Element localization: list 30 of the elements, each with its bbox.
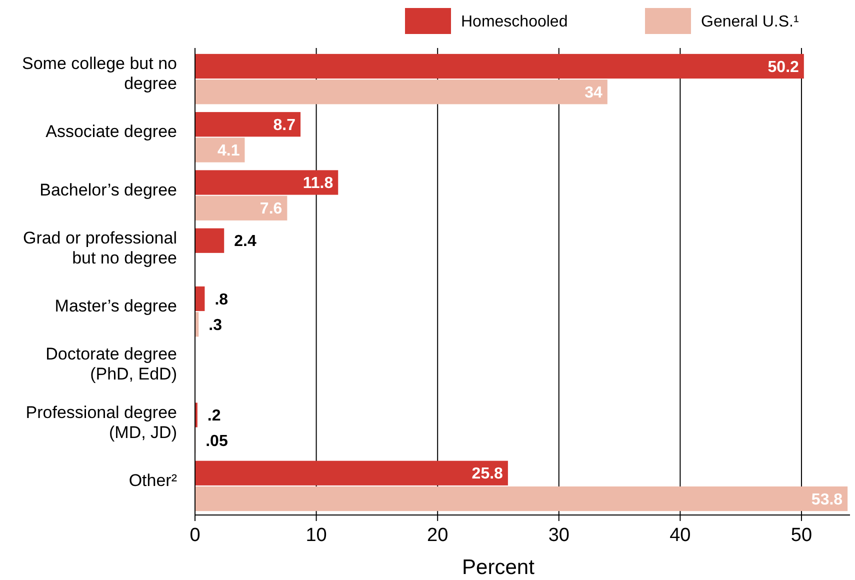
x-tick-label: 0 bbox=[190, 525, 200, 546]
y-tick-label: Some college but no degree bbox=[22, 54, 177, 94]
data-label: 53.8 bbox=[811, 491, 843, 508]
x-tick-label: 50 bbox=[790, 525, 812, 546]
data-label: 25.8 bbox=[472, 466, 504, 483]
data-label: 50.2 bbox=[768, 58, 800, 76]
y-tick-label: Grad or professional but no degree bbox=[22, 228, 177, 268]
legend-label: General U.S.¹ bbox=[701, 14, 799, 31]
y-tick-label: Professional degree (MD, JD) bbox=[26, 402, 177, 442]
y-tick-label: Associate degree bbox=[46, 122, 177, 142]
data-label: .2 bbox=[207, 408, 221, 425]
y-tick-label: Master’s degree bbox=[54, 296, 177, 316]
legend-label: Homeschooled bbox=[461, 14, 568, 31]
y-tick-label: Bachelor’s degree bbox=[40, 180, 177, 200]
y-tick-label: Doctorate degree (PhD, EdD) bbox=[46, 344, 177, 384]
data-label: 2.4 bbox=[234, 233, 256, 250]
data-label: .8 bbox=[214, 291, 228, 308]
x-axis-title: Percent bbox=[462, 556, 535, 579]
data-label: 8.7 bbox=[273, 116, 296, 134]
x-tick-label: 10 bbox=[306, 525, 327, 546]
data-label: .3 bbox=[208, 316, 222, 334]
x-tick-label: 20 bbox=[427, 525, 448, 546]
data-label: 7.6 bbox=[260, 200, 282, 218]
data-label: 34 bbox=[584, 84, 603, 102]
data-label: 11.8 bbox=[302, 175, 334, 192]
x-tick-label: 40 bbox=[670, 525, 691, 546]
data-label: 4.1 bbox=[217, 142, 240, 160]
data-label: .05 bbox=[206, 433, 228, 450]
y-tick-label: Other² bbox=[128, 470, 178, 490]
x-tick-label: 30 bbox=[548, 525, 570, 546]
